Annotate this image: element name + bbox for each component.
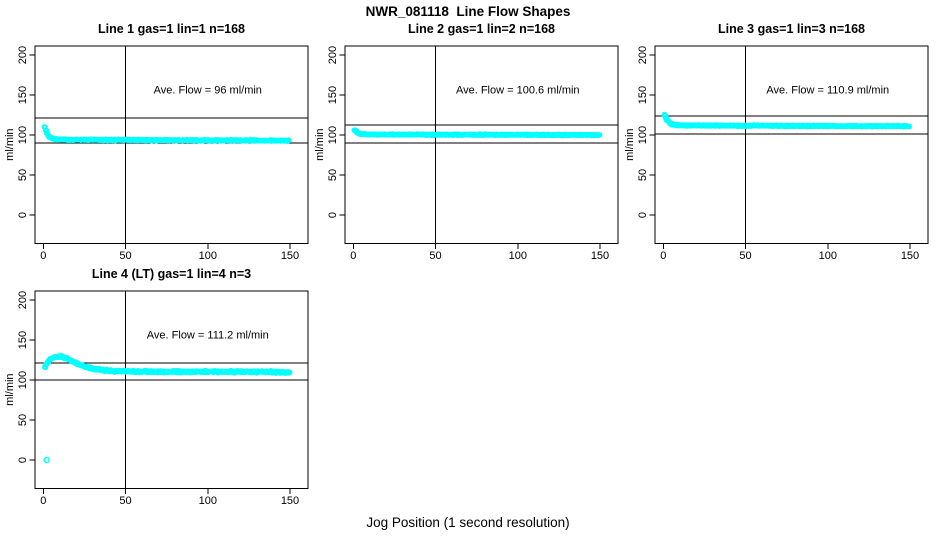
y-tick-label: 100 <box>17 371 29 389</box>
y-axis-title: ml/min <box>624 128 636 160</box>
y-tick-label: 0 <box>637 212 649 218</box>
data-point <box>287 370 293 376</box>
outlier-data-point <box>43 456 50 464</box>
x-tick-label: 100 <box>199 250 217 262</box>
subplot-title: Line 1 gas=1 lin=1 n=168 <box>98 22 245 36</box>
y-tick-label: 100 <box>17 126 29 144</box>
y-tick-label: 100 <box>327 126 339 144</box>
y-tick-label: 200 <box>637 46 649 64</box>
y-tick-label: 0 <box>17 457 29 463</box>
plot-box <box>34 45 309 244</box>
x-tick-label: 150 <box>591 250 609 262</box>
x-tick-label: 0 <box>350 250 356 262</box>
scatter-points <box>42 353 293 464</box>
y-axis-title: ml/min <box>4 373 16 405</box>
x-axis-label: Jog Position (1 second resolution) <box>366 515 569 530</box>
y-tick-label: 150 <box>17 331 29 349</box>
plot-box <box>344 45 619 244</box>
x-tick-label: 0 <box>660 250 666 262</box>
x-tick-label: 100 <box>509 250 527 262</box>
x-tick-label: 50 <box>119 250 131 262</box>
x-tick-label: 150 <box>901 250 919 262</box>
y-tick-label: 50 <box>17 169 29 181</box>
ave-flow-annotation: Ave. Flow = 100.6 ml/min <box>456 84 580 96</box>
y-tick-label: 200 <box>17 291 29 309</box>
y-tick-label: 50 <box>17 414 29 426</box>
plot-box <box>654 45 929 244</box>
data-point <box>906 123 912 130</box>
subplot-title: Line 2 gas=1 lin=2 n=168 <box>408 22 555 36</box>
ave-flow-annotation: Ave. Flow = 111.2 ml/min <box>147 329 269 341</box>
y-tick-label: 0 <box>17 212 29 218</box>
scatter-points <box>661 111 912 130</box>
plot-box <box>34 290 309 489</box>
x-tick-label: 150 <box>281 495 299 507</box>
ave-flow-annotation: Ave. Flow = 110.9 ml/min <box>766 84 889 96</box>
subplot-line-3: Line 3 gas=1 lin=3 n=168 0 50 100 150 0 50 100 1… <box>624 22 929 262</box>
y-tick-label: 100 <box>637 126 649 144</box>
data-point <box>42 364 49 371</box>
y-tick-label: 150 <box>17 86 29 104</box>
y-tick-label: 200 <box>327 46 339 64</box>
x-tick-label: 0 <box>40 495 46 507</box>
x-tick-label: 100 <box>819 250 837 262</box>
y-tick-label: 150 <box>327 86 339 104</box>
y-tick-label: 150 <box>637 86 649 104</box>
scatter-points <box>41 124 292 144</box>
x-tick-label: 50 <box>119 495 131 507</box>
x-tick-label: 50 <box>739 250 751 262</box>
ave-flow-annotation: Ave. Flow = 96 ml/min <box>154 84 262 96</box>
data-point <box>595 132 601 138</box>
subplot-title: Line 3 gas=1 lin=3 n=168 <box>718 22 865 36</box>
scatter-points <box>351 127 603 139</box>
x-tick-label: 50 <box>429 250 441 262</box>
subplot-line-1: Line 1 gas=1 lin=1 n=168 0 50 100 150 0 50 100 1… <box>4 22 309 262</box>
y-tick-label: 0 <box>327 212 339 218</box>
y-tick-label: 50 <box>327 169 339 181</box>
chart-title: NWR_081118 Line Flow Shapes <box>366 4 571 19</box>
x-tick-label: 150 <box>281 250 299 262</box>
x-tick-label: 0 <box>40 250 46 262</box>
subplot-line-2: Line 2 gas=1 lin=2 n=168 0 50 100 150 0 50 100 1… <box>314 22 619 262</box>
data-point <box>286 137 292 144</box>
y-axis-title: ml/min <box>314 128 326 160</box>
y-tick-label: 50 <box>637 169 649 181</box>
y-axis-title: ml/min <box>4 128 16 160</box>
y-tick-label: 200 <box>17 46 29 64</box>
x-tick-label: 100 <box>199 495 217 507</box>
subplot-title: Line 4 (LT) gas=1 lin=4 n=3 <box>92 267 251 281</box>
subplot-line-4: Line 4 (LT) gas=1 lin=4 n=3 0 50 100 150 0 50 1… <box>4 267 309 507</box>
